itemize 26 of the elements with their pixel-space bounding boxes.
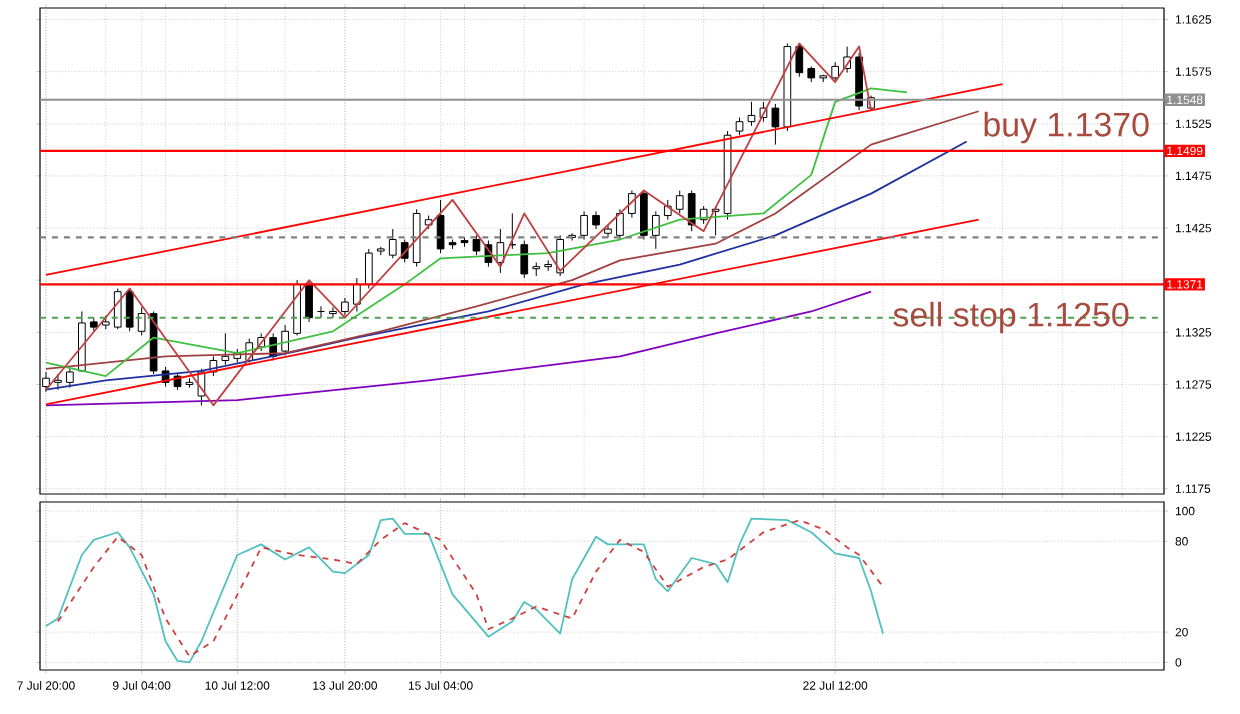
candlestick — [580, 210, 588, 241]
candlestick — [66, 368, 74, 389]
candlestick — [137, 306, 146, 336]
candlestick — [640, 190, 648, 241]
candlestick — [436, 199, 445, 254]
candlestick — [675, 190, 684, 214]
candlestick — [221, 332, 230, 366]
candlestick — [651, 210, 660, 250]
annotation: sell stop 1.1250 — [893, 301, 1129, 334]
candlestick — [305, 279, 313, 323]
candlestick — [771, 103, 780, 146]
candlestick — [388, 228, 397, 259]
annotation: buy 1.1370 — [984, 111, 1149, 144]
candlestick — [281, 324, 289, 356]
candlestick — [663, 199, 672, 221]
candlestick — [795, 43, 804, 78]
candlestick — [472, 234, 481, 256]
line-series — [45, 42, 872, 407]
candlestick — [364, 248, 373, 290]
line-series — [45, 290, 872, 407]
candlestick — [616, 208, 624, 241]
candlestick — [54, 373, 62, 391]
candlestick — [353, 277, 361, 312]
candlestick — [125, 288, 134, 332]
candlestick — [329, 306, 337, 319]
candlestick — [520, 240, 529, 279]
